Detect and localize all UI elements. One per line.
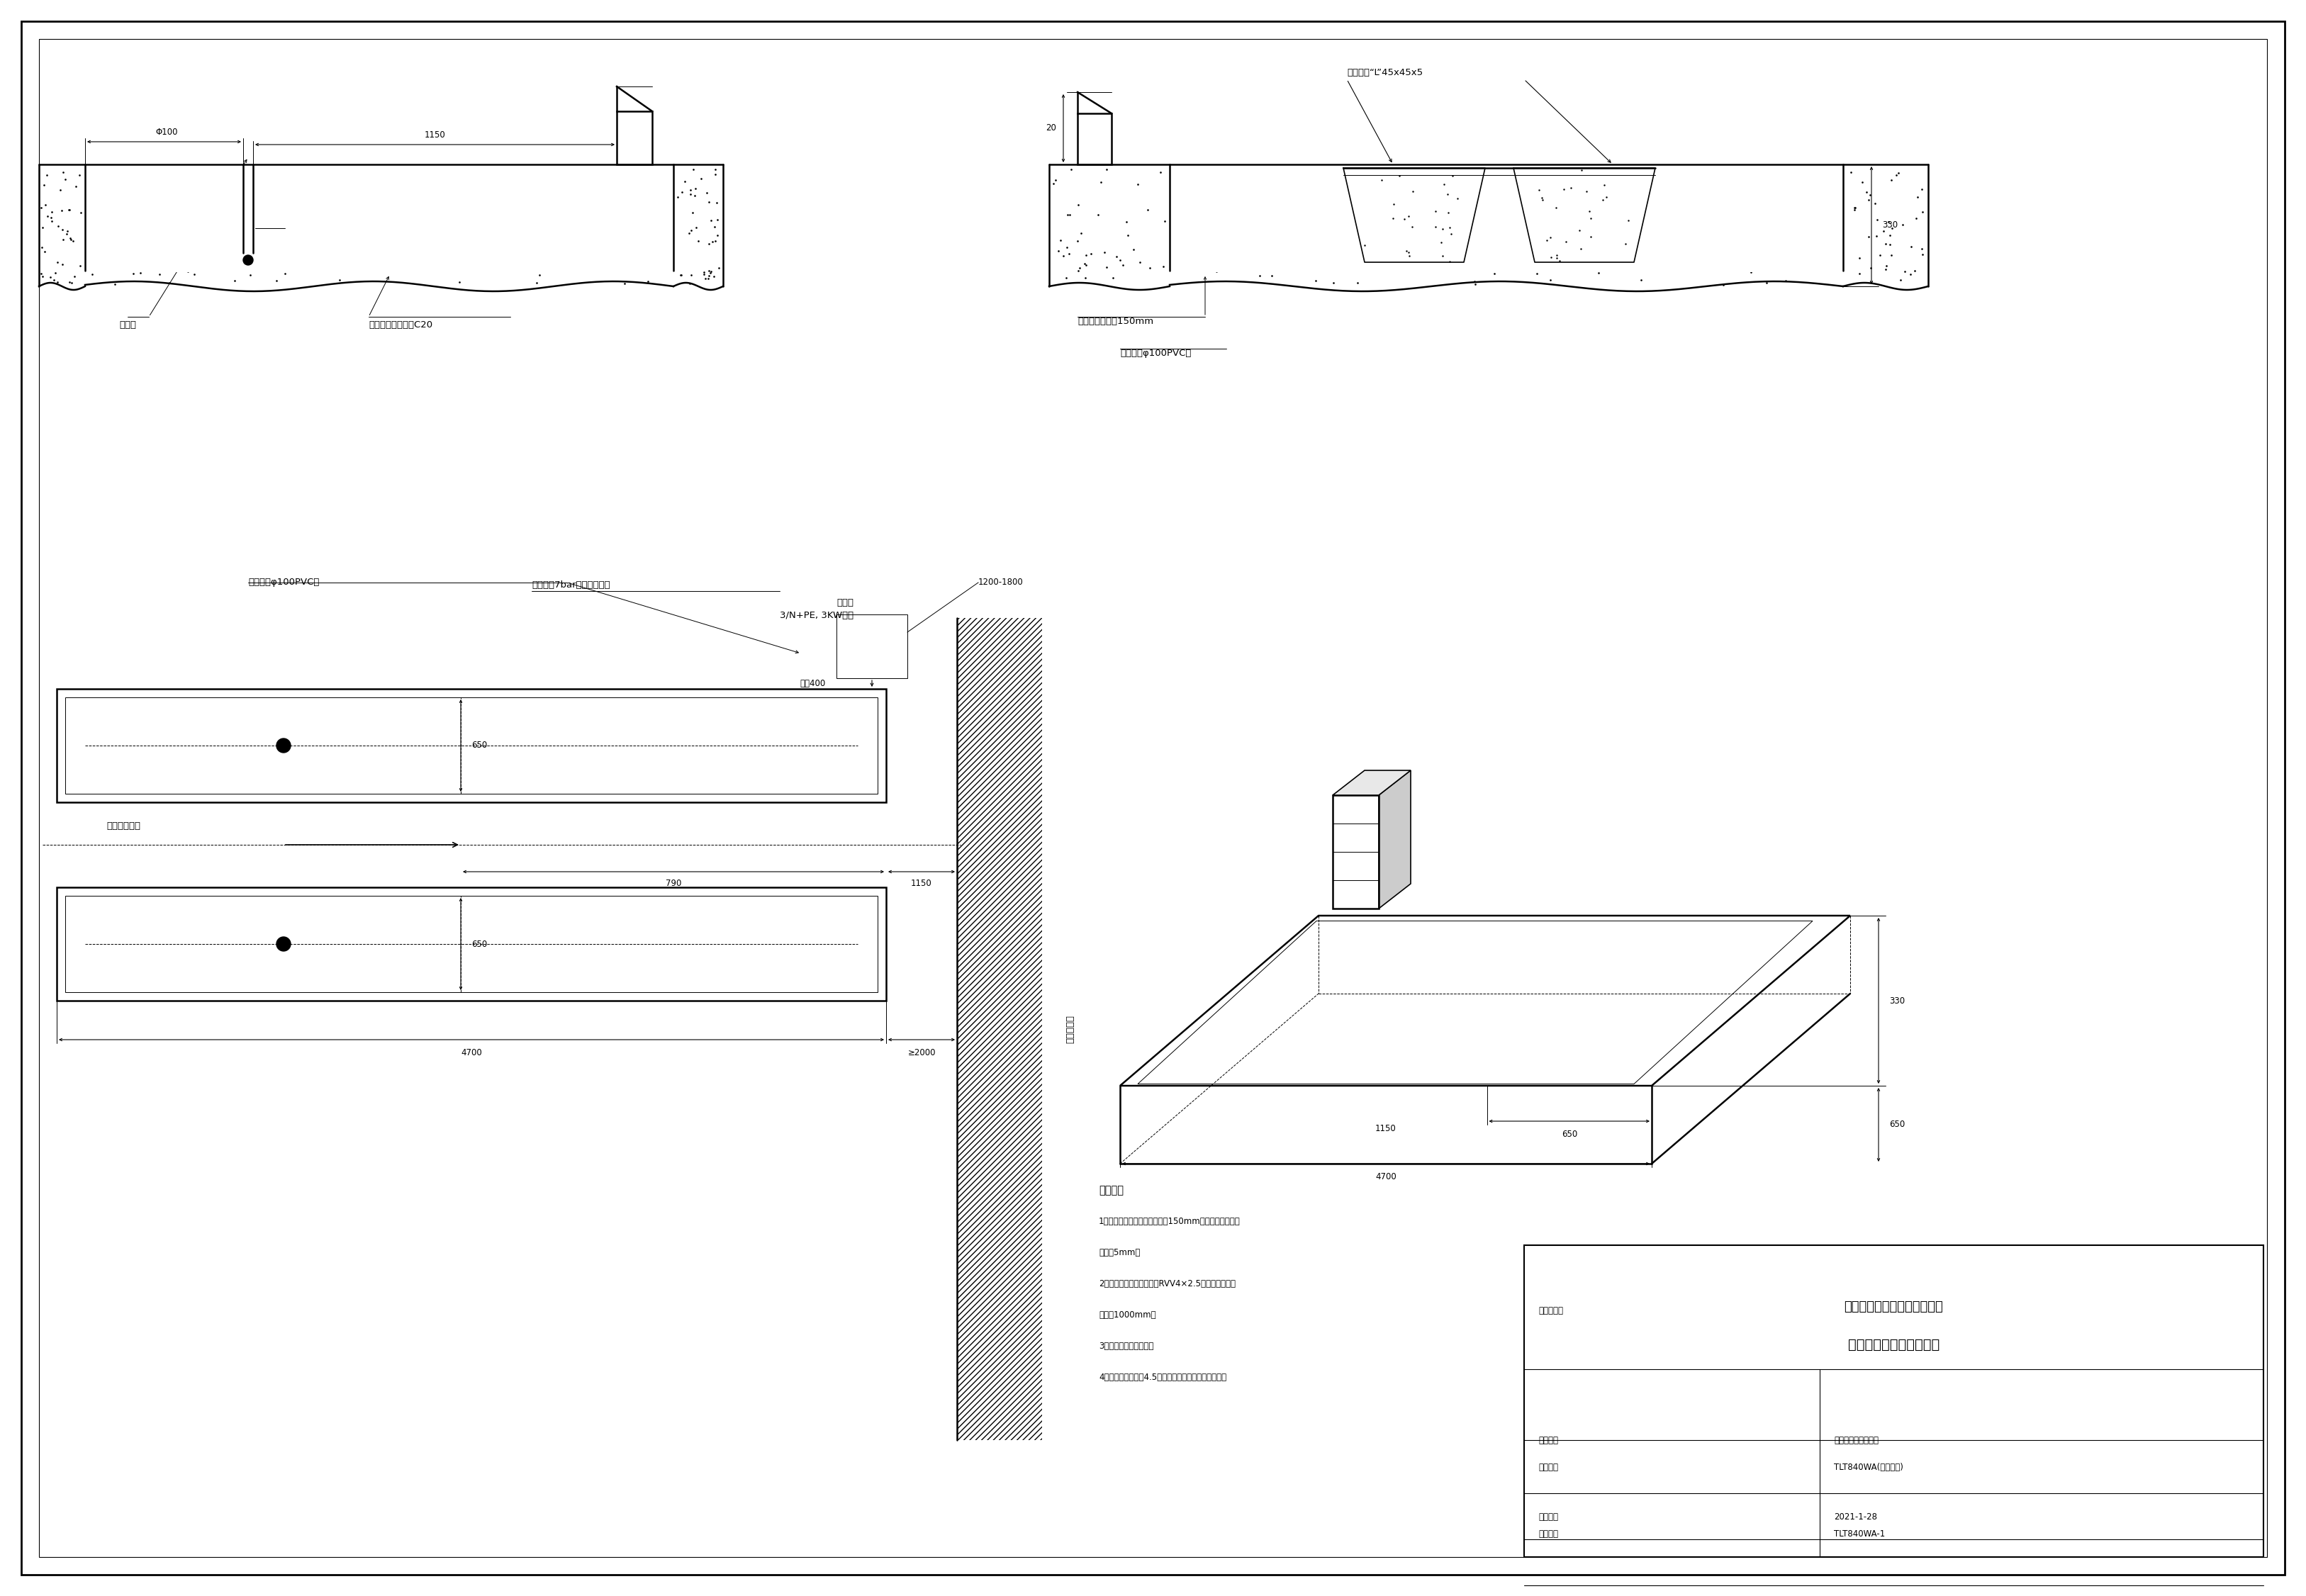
Text: 产品型号: 产品型号	[1538, 1462, 1559, 1472]
Text: 3、控制笱可左右互换；: 3、控制笱可左右互换；	[1098, 1342, 1153, 1350]
Text: 4700: 4700	[1374, 1171, 1397, 1181]
Text: 混凝土强度应达到C20: 混凝土强度应达到C20	[369, 321, 434, 329]
Bar	[1171, 166, 1840, 273]
Text: φ50: φ50	[288, 223, 302, 233]
Text: 产品名称: 产品名称	[1538, 1436, 1559, 1444]
Text: 650: 650	[470, 940, 487, 948]
Text: 2、预留电源线规格不低于RVV4×2.5，从出口处长度: 2、预留电源线规格不低于RVV4×2.5，从出口处长度	[1098, 1280, 1236, 1288]
Bar	[88, 166, 671, 273]
Text: 四轮定位仪: 四轮定位仪	[1065, 1015, 1075, 1044]
Text: ≥2000: ≥2000	[909, 1049, 936, 1058]
Circle shape	[242, 255, 254, 265]
Text: 330: 330	[1889, 996, 1905, 1005]
Text: 1150: 1150	[1374, 1124, 1397, 1133]
Bar	[616, 112, 653, 164]
Bar	[1077, 113, 1111, 164]
Text: 混凝土厚度大于150mm: 混凝土厚度大于150mm	[1077, 316, 1153, 326]
Bar	[1171, 166, 1840, 273]
Bar	[65, 697, 879, 793]
Circle shape	[277, 937, 291, 951]
Text: 最小400: 最小400	[800, 678, 826, 688]
Polygon shape	[1379, 771, 1411, 908]
Text: 预埋内径φ100PVC管: 预埋内径φ100PVC管	[249, 578, 318, 587]
Text: 控制笱: 控制笱	[837, 598, 853, 608]
Text: 不小于1000mm；: 不小于1000mm；	[1098, 1310, 1155, 1320]
Bar	[58, 689, 886, 803]
Text: 650: 650	[470, 741, 487, 750]
Text: 3/N+PE, 3KW电源: 3/N+PE, 3KW电源	[779, 611, 853, 621]
Bar	[837, 614, 906, 678]
Text: 4、此地基图适用于4.5米钉板型地藏子母大剪举升机。: 4、此地基图适用于4.5米钉板型地藏子母大剪举升机。	[1098, 1373, 1227, 1382]
Text: 1150: 1150	[424, 131, 445, 139]
Polygon shape	[1333, 771, 1411, 795]
Bar	[88, 166, 671, 273]
Text: 排水口: 排水口	[120, 321, 136, 329]
Bar	[58, 887, 886, 1001]
Text: 790: 790	[666, 879, 680, 887]
Text: 650: 650	[1561, 1130, 1577, 1140]
Text: 1、混凝土地基处地厚度不小于150mm，地基平面倾斜度: 1、混凝土地基处地厚度不小于150mm，地基平面倾斜度	[1098, 1216, 1241, 1226]
Bar	[1333, 795, 1379, 908]
Text: 330: 330	[1882, 220, 1898, 230]
Text: 2021-1-28: 2021-1-28	[1833, 1511, 1877, 1521]
Text: Φ100: Φ100	[155, 128, 178, 137]
Bar	[1524, 1245, 2264, 1558]
Text: 20: 20	[1045, 123, 1056, 132]
Text: 用户提供7bar的压缩空气管: 用户提供7bar的压缩空气管	[533, 581, 611, 589]
Text: 4700: 4700	[461, 1049, 482, 1058]
Text: 图纸名称：: 图纸名称：	[1538, 1307, 1563, 1315]
Circle shape	[277, 739, 291, 753]
Text: 1150: 1150	[911, 879, 932, 887]
Bar	[65, 895, 879, 993]
Text: 绘制日期: 绘制日期	[1538, 1511, 1559, 1521]
Text: 技术要求: 技术要求	[1098, 1184, 1123, 1195]
Text: 深圳市元征科技股份有限公司: 深圳市元征科技股份有限公司	[1845, 1301, 1944, 1314]
Text: TLT840WA-1: TLT840WA-1	[1833, 1529, 1886, 1539]
Text: 图纸编号: 图纸编号	[1538, 1529, 1559, 1539]
Text: 预埋角铁“L”45x45x5: 预埋角铁“L”45x45x5	[1347, 67, 1423, 77]
Text: 不大于5mm；: 不大于5mm；	[1098, 1248, 1139, 1258]
Text: 1200-1800: 1200-1800	[978, 578, 1024, 587]
Text: 预埋内径φ100PVC管: 预埋内径φ100PVC管	[1121, 348, 1192, 358]
Text: 地藏子母大剪产品地基图: 地藏子母大剪产品地基图	[1847, 1337, 1939, 1352]
Text: 地藏子母大剪举升机: 地藏子母大剪举升机	[1833, 1436, 1879, 1444]
Text: 车辆驶入方向: 车辆驶入方向	[106, 822, 141, 830]
Bar	[957, 618, 1042, 1440]
Text: 650: 650	[1889, 1120, 1905, 1130]
Text: TLT840WA(钉板型号): TLT840WA(钉板型号)	[1833, 1462, 1902, 1472]
